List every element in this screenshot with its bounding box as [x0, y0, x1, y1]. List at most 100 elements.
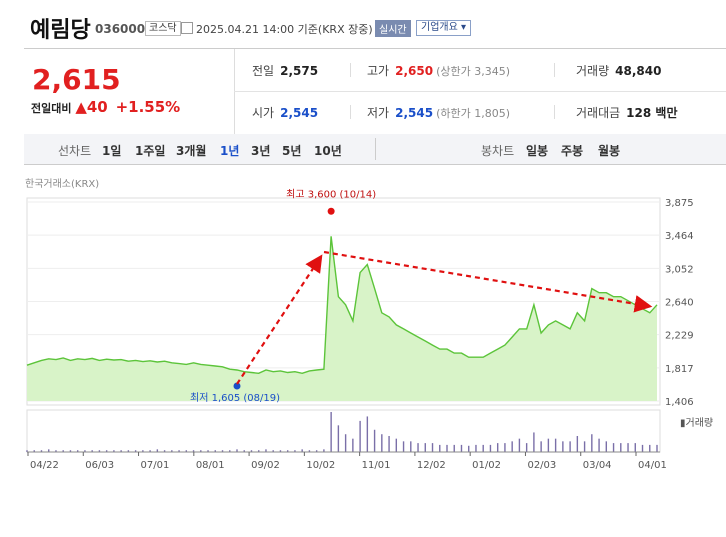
volume-bar: [294, 450, 296, 452]
tab-monthly[interactable]: 월봉: [598, 144, 621, 158]
x-tick-label: 07/01: [141, 460, 170, 471]
y-tick-label: 1,817: [665, 364, 694, 375]
volume-bar: [69, 450, 72, 452]
y-tick-label: 3,875: [665, 198, 694, 209]
volume-bar: [489, 444, 492, 452]
volume-bar: [344, 434, 347, 452]
volume-bar: [554, 438, 557, 452]
volume-bar: [91, 450, 93, 452]
x-tick-label: 01/02: [472, 460, 501, 471]
volume-bar: [221, 450, 224, 452]
volume-bar: [591, 434, 593, 452]
stock-code: 036000: [95, 22, 146, 36]
x-tick-label: 02/03: [527, 460, 556, 471]
volume-bar: [569, 441, 571, 452]
y-tick-label: 2,640: [665, 298, 694, 309]
divider: [350, 63, 351, 77]
volume-bar: [229, 450, 231, 452]
volume-bar: [120, 450, 122, 452]
volume-bar: [207, 450, 209, 452]
volume-bar: [620, 443, 622, 452]
company-overview-dropdown[interactable]: 기업개요 ▾: [416, 20, 471, 36]
volume-bar: [359, 420, 361, 452]
down-trend-arrow: [323, 250, 653, 313]
volume-bar: [243, 450, 245, 452]
y-axis: 3,875 3,464 3,052 2,640 2,229 1,817 1,406: [665, 198, 694, 408]
volume-bar: [185, 450, 188, 452]
volume-bar: [76, 450, 79, 452]
volume-bar: [142, 450, 144, 452]
volume-bar: [511, 441, 513, 452]
tab-3m[interactable]: 3개월: [176, 144, 207, 158]
tab-daily[interactable]: 일봉: [526, 144, 549, 158]
volume-bar: [163, 450, 166, 452]
volume-bar: [200, 450, 202, 452]
volume-bar: [171, 450, 173, 452]
price-line: [26, 236, 658, 375]
volume-bar: [605, 441, 608, 452]
volume-bar: [286, 450, 289, 452]
volume-bar: [48, 449, 50, 452]
high-marker: [327, 207, 335, 215]
volume-bar: [330, 412, 332, 452]
volume-bar: [525, 443, 528, 452]
volume-bar: [113, 450, 115, 452]
volume-bar: [366, 416, 369, 452]
volume: 거래량 48,840: [576, 64, 662, 78]
annotations: 최고 3,600 (10/14) 최저 1,605 (08/19): [190, 188, 653, 404]
volume-bar: [627, 443, 629, 452]
volume-bar: [540, 441, 542, 452]
volume-bar: [26, 450, 28, 452]
current-price: 2,615: [32, 63, 121, 96]
day-low: 저가 2,545 (하한가 1,805): [367, 106, 510, 120]
market-badge: 코스닥: [145, 21, 181, 36]
volume-bar: [236, 449, 238, 452]
timestamp: 2025.04.21 14:00 기준(KRX 장중): [196, 23, 373, 36]
tab-1y[interactable]: 1년: [220, 144, 240, 158]
volume-bar: [547, 438, 550, 452]
volume-bar: [98, 450, 101, 452]
volume-bar: [127, 450, 130, 452]
volume-bar: [656, 444, 658, 452]
realtime-button[interactable]: 실시간: [375, 20, 411, 37]
change-row: 전일대비 ▲40 +1.55%: [31, 98, 180, 116]
volume-bar: [62, 450, 64, 452]
tab-1w[interactable]: 1주일: [135, 144, 166, 158]
y-tick-label: 3,052: [665, 264, 694, 275]
volume-bar: [388, 436, 390, 452]
volume-bar: [475, 444, 477, 452]
tab-5y[interactable]: 5년: [282, 144, 302, 158]
stock-name: 예림당: [30, 18, 91, 43]
tab-weekly[interactable]: 주봉: [561, 144, 584, 158]
x-tick-label: 09/02: [251, 460, 280, 471]
high-label: 최고 3,600 (10/14): [286, 188, 376, 200]
volume-bar: [634, 443, 636, 452]
volume-bar: [272, 450, 274, 452]
volume-bar: [598, 438, 600, 452]
volume-bar: [504, 443, 506, 452]
volume-bars: ▮거래량: [26, 412, 713, 452]
volume-bar: [576, 436, 579, 452]
volume-bar: [468, 445, 470, 452]
y-tick-label: 1,406: [665, 397, 694, 408]
volume-bar: [134, 450, 137, 452]
data-source: 한국거래소(KRX): [25, 179, 100, 190]
volume-bar: [265, 449, 267, 452]
trade-amount: 거래대금 128 백만: [576, 106, 678, 120]
tab-3y[interactable]: 3년: [251, 144, 271, 158]
tab-1d[interactable]: 1일: [102, 144, 122, 158]
x-tick-label: 10/02: [306, 460, 335, 471]
low-label: 최저 1,605 (08/19): [190, 392, 280, 404]
x-axis: 04/22 06/03 07/01 08/01 09/02 10/02 11/01 12/02…: [27, 451, 667, 471]
divider: [350, 105, 351, 119]
volume-legend: ▮거래량: [680, 417, 713, 429]
volume-bar: [250, 450, 253, 452]
candle-chart-label: 봉차트: [481, 144, 515, 158]
volume-bar: [214, 450, 216, 452]
tab-10y[interactable]: 10년: [314, 144, 342, 158]
volume-bar: [258, 450, 260, 452]
change-label: 전일대비: [31, 102, 72, 115]
change-value: ▲40: [75, 98, 108, 116]
divider: [554, 105, 555, 119]
